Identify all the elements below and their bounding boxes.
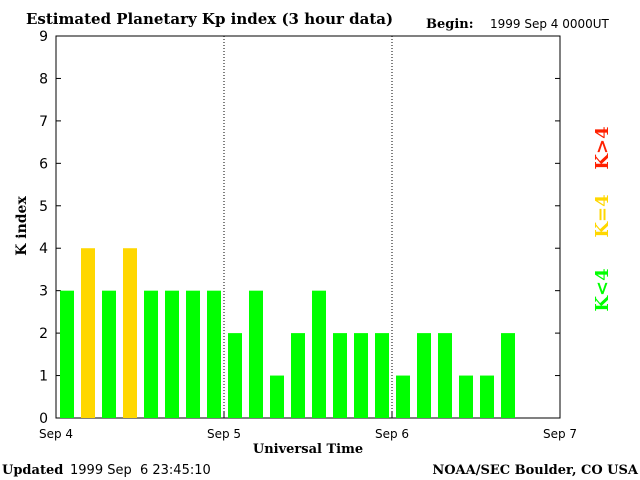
y-tick-label: 0 — [39, 411, 48, 427]
kp-bar — [102, 290, 116, 418]
kp-bar — [396, 375, 410, 418]
kp-bar — [417, 333, 431, 418]
kp-bar — [291, 333, 305, 418]
kp-bar — [165, 290, 179, 418]
y-tick-label: 2 — [39, 326, 48, 342]
kp-bar — [480, 375, 494, 418]
x-axis-title: Universal Time — [253, 442, 363, 457]
x-tick-label: Sep 7 — [543, 427, 577, 441]
kp-bar — [207, 290, 221, 418]
x-axis-ticks: Sep 4 Sep 5 Sep 6 Sep 7 — [39, 412, 577, 441]
kp-bar — [144, 290, 158, 418]
x-tick-label: Sep 6 — [375, 427, 409, 441]
day-separators — [223, 36, 393, 418]
y-tick-label: 5 — [39, 199, 48, 215]
y-tick-label: 9 — [39, 29, 48, 45]
kp-bar — [60, 290, 74, 418]
begin-label: Begin: — [426, 17, 474, 32]
legend: K<4 K=4 K>4 — [592, 126, 613, 311]
plot-frame — [55, 35, 561, 419]
kp-bar — [123, 248, 137, 418]
updated-label: Updated — [2, 463, 63, 478]
legend-label: K>4 — [592, 126, 613, 169]
kp-bar — [459, 375, 473, 418]
legend-label: K<4 — [592, 268, 613, 311]
kp-bars — [60, 248, 515, 418]
begin-value: 1999 Sep 4 0000UT — [490, 17, 610, 31]
kp-bar — [186, 290, 200, 418]
y-tick-label: 6 — [39, 156, 48, 172]
kp-bar — [249, 290, 263, 418]
kp-bar — [228, 333, 242, 418]
kp-bar — [333, 333, 347, 418]
kp-bar — [354, 333, 368, 418]
kp-bar — [438, 333, 452, 418]
x-tick-label: Sep 4 — [39, 427, 73, 441]
kp-bar — [312, 290, 326, 418]
kp-bar — [81, 248, 95, 418]
kp-bar — [270, 375, 284, 418]
kp-bar — [501, 333, 515, 418]
y-tick-label: 7 — [39, 114, 48, 130]
x-tick-label: Sep 5 — [207, 427, 241, 441]
updated-value: 1999 Sep 6 23:45:10 — [70, 463, 211, 478]
kp-bar — [375, 333, 389, 418]
y-tick-label: 8 — [39, 71, 48, 87]
legend-label: K=4 — [592, 194, 613, 237]
y-axis-title: K index — [14, 196, 30, 256]
source-credit: NOAA/SEC Boulder, CO USA — [432, 463, 639, 478]
y-tick-label: 1 — [39, 369, 48, 385]
chart-title: Estimated Planetary Kp index (3 hour dat… — [26, 10, 393, 28]
y-axis-ticks: 0 1 2 3 4 5 6 7 8 9 — [39, 29, 560, 427]
y-tick-label: 3 — [39, 284, 48, 300]
y-tick-label: 4 — [39, 241, 48, 257]
